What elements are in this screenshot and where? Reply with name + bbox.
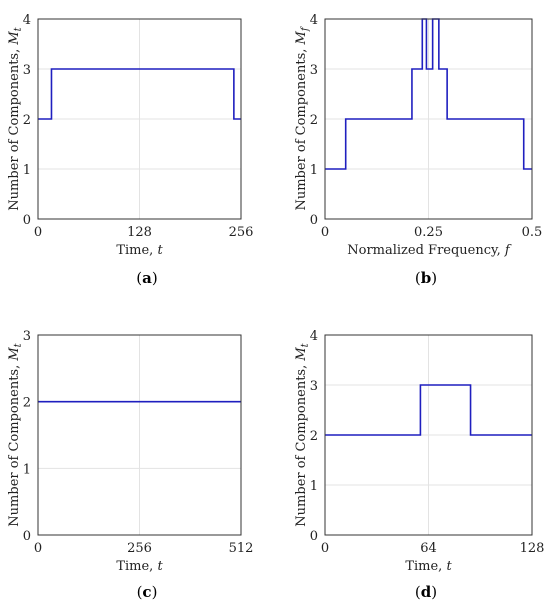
chart-panel-d: 0 64 128 0 1 2 3 4 Time, t Number of Components, … xyxy=(294,329,544,601)
chart-panel-b: 0 0.25 0.5 0 1 2 3 4 Normalized Frequency, f Numb… xyxy=(294,13,542,287)
y-tick-label-b-2: 2 xyxy=(310,113,318,128)
x-tick-label-d-2: 128 xyxy=(520,541,545,556)
y-axis-label-c: Number of Components, Mt xyxy=(7,342,24,526)
chart-panel-a: 0 128 256 0 1 2 3 4 Time, t Number of Components,… xyxy=(7,13,253,287)
x-tick-label-c-0: 0 xyxy=(34,541,42,556)
y-axis-label-d: Number of Components, Mt xyxy=(294,342,311,526)
x-tick-label-b-1: 0.25 xyxy=(414,225,443,240)
y-tick-label-d-3: 3 xyxy=(310,379,318,394)
y-tick-label-d-0: 0 xyxy=(310,529,318,544)
y-tick-label-b-0: 0 xyxy=(310,213,318,228)
y-tick-label-a-2: 2 xyxy=(23,113,31,128)
series-line-d-0 xyxy=(325,384,532,436)
y-axis-label-b: Number of Components, Mf xyxy=(294,25,311,210)
y-tick-label-d-2: 2 xyxy=(310,429,318,444)
x-tick-label-b-0: 0 xyxy=(321,225,329,240)
chart-panel-c: 0 256 512 0 1 2 3 Time, t Number of Components, … xyxy=(7,329,253,601)
x-tick-label-c-2: 512 xyxy=(229,541,254,556)
x-tick-label-a-1: 128 xyxy=(127,225,152,240)
series-line-a-0 xyxy=(38,68,241,120)
y-tick-label-a-0: 0 xyxy=(23,213,31,228)
x-axis-label-a: Time, t xyxy=(116,243,163,258)
y-tick-label-a-1: 1 xyxy=(23,163,31,178)
x-tick-label-d-1: 64 xyxy=(420,541,437,556)
y-tick-label-b-1: 1 xyxy=(310,163,318,178)
y-tick-label-d-4: 4 xyxy=(310,329,318,344)
y-tick-label-c-0: 0 xyxy=(23,529,31,544)
y-axis-label-a: Number of Components, Mt xyxy=(7,26,24,210)
y-tick-label-a-3: 3 xyxy=(23,63,31,78)
axes-frame-b xyxy=(324,18,533,220)
axes-frame-d xyxy=(324,334,533,536)
panel-caption-c: (c) xyxy=(137,583,158,601)
x-tick-label-c-1: 256 xyxy=(127,541,152,556)
x-axis-label-d: Time, t xyxy=(405,559,452,574)
x-tick-label-b-2: 0.5 xyxy=(522,225,543,240)
x-tick-label-d-0: 0 xyxy=(321,541,329,556)
y-tick-label-a-4: 4 xyxy=(23,13,31,28)
x-tick-label-a-2: 256 xyxy=(229,225,254,240)
axes-frame-c xyxy=(37,334,242,536)
x-axis-label-c: Time, t xyxy=(116,559,163,574)
panel-caption-a: (a) xyxy=(136,269,157,287)
x-tick-label-a-0: 0 xyxy=(34,225,42,240)
y-tick-label-c-3: 3 xyxy=(23,329,31,344)
axes-frame-a xyxy=(37,18,242,220)
panel-caption-d: (d) xyxy=(415,583,437,601)
x-axis-label-b: Normalized Frequency, f xyxy=(347,243,512,258)
series-line-b-0 xyxy=(325,18,532,170)
y-tick-label-d-1: 1 xyxy=(310,479,318,494)
y-tick-label-b-4: 4 xyxy=(310,13,318,28)
y-tick-label-b-3: 3 xyxy=(310,63,318,78)
panel-caption-b: (b) xyxy=(415,269,437,287)
y-tick-label-c-2: 2 xyxy=(23,396,31,411)
y-tick-label-c-1: 1 xyxy=(23,462,31,477)
